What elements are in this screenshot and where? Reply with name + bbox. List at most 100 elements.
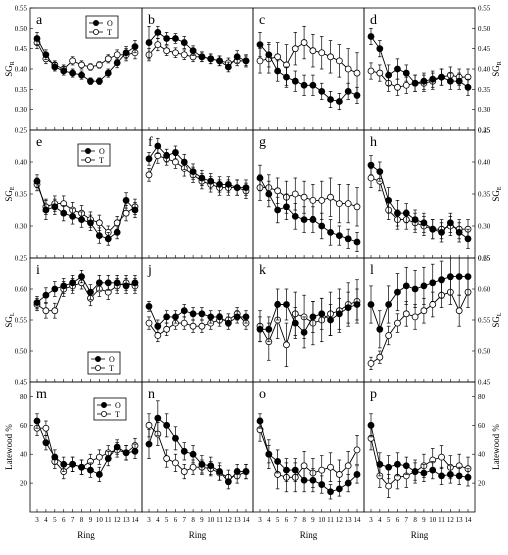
x-tick-label: 3 bbox=[35, 516, 39, 524]
data-point-T bbox=[300, 193, 308, 201]
data-point-O bbox=[394, 65, 401, 73]
data-point-T bbox=[335, 200, 343, 208]
data-point-T bbox=[335, 57, 343, 65]
data-point-T bbox=[189, 322, 197, 330]
data-point-T bbox=[300, 39, 308, 46]
legend-marker-O bbox=[85, 147, 92, 154]
panel-letter-f: f bbox=[148, 135, 153, 150]
data-point-O bbox=[420, 77, 428, 85]
panel-frame bbox=[252, 381, 365, 513]
data-point-O bbox=[189, 168, 197, 176]
x-tick-label: 8 bbox=[191, 516, 195, 524]
data-point-T bbox=[122, 209, 130, 217]
data-point-O bbox=[318, 222, 326, 230]
data-point-O bbox=[402, 69, 410, 77]
data-point-O bbox=[318, 87, 326, 95]
data-point-T bbox=[367, 359, 375, 367]
y-axis-label-left: Latewood % bbox=[4, 424, 14, 470]
data-point-O bbox=[104, 235, 112, 243]
data-point-T bbox=[180, 468, 188, 475]
data-point-O bbox=[256, 417, 264, 425]
x-tick-label: 8 bbox=[302, 516, 306, 524]
panel-letter-l: l bbox=[370, 263, 374, 278]
data-point-O bbox=[411, 468, 419, 475]
data-point-T bbox=[353, 446, 361, 454]
data-point-O bbox=[376, 168, 384, 176]
y-tick-label-left: 0.60 bbox=[15, 286, 28, 294]
data-point-O bbox=[385, 463, 393, 471]
data-point-O bbox=[113, 228, 121, 236]
data-point-O bbox=[163, 152, 171, 160]
data-point-O bbox=[367, 33, 375, 40]
data-point-T bbox=[87, 63, 94, 71]
x-tick-label: 4 bbox=[44, 516, 48, 524]
series-line-O bbox=[148, 145, 246, 189]
data-point-O bbox=[327, 228, 334, 236]
data-point-O bbox=[438, 228, 445, 236]
data-point-O bbox=[265, 325, 273, 333]
y-tick-label-right: 0.40 bbox=[478, 66, 491, 74]
x-axis-label: Ring bbox=[411, 530, 429, 540]
data-point-O bbox=[69, 212, 77, 220]
data-point-O bbox=[78, 216, 85, 224]
data-point-T bbox=[367, 67, 375, 75]
y-tick-label-left: 0.40 bbox=[15, 159, 28, 167]
x-tick-label: 14 bbox=[465, 516, 473, 524]
legend: OT bbox=[85, 15, 119, 39]
data-point-O bbox=[224, 478, 232, 486]
panel-e: e OT bbox=[29, 129, 143, 259]
data-point-T bbox=[318, 49, 326, 57]
data-point-T bbox=[113, 51, 121, 59]
data-point-O bbox=[344, 235, 352, 243]
data-point-T bbox=[335, 471, 343, 478]
x-tick-label: 9 bbox=[200, 516, 204, 524]
data-point-O bbox=[198, 460, 206, 468]
data-point-O bbox=[95, 471, 103, 478]
y-tick-label-right: 40 bbox=[478, 451, 486, 459]
y-axis-label-right: SGL bbox=[491, 312, 503, 328]
data-point-T bbox=[189, 463, 197, 471]
data-point-O bbox=[283, 203, 290, 211]
data-point-T bbox=[438, 453, 445, 461]
data-point-O bbox=[455, 228, 463, 236]
data-point-T bbox=[51, 307, 59, 315]
x-tick-label: 11 bbox=[327, 516, 334, 524]
legend-label-T: T bbox=[99, 156, 104, 165]
y-tick-label-right: 0.55 bbox=[478, 5, 491, 13]
data-point-O bbox=[394, 460, 401, 468]
data-point-T bbox=[291, 45, 299, 53]
data-point-T bbox=[163, 47, 171, 55]
data-point-O bbox=[344, 87, 352, 95]
x-tick-label: 4 bbox=[267, 516, 271, 524]
data-point-O bbox=[300, 328, 308, 336]
data-point-T bbox=[42, 424, 50, 432]
data-point-T bbox=[95, 219, 103, 227]
data-point-T bbox=[411, 313, 419, 321]
legend-label-O: O bbox=[115, 401, 121, 410]
data-point-O bbox=[274, 301, 282, 308]
y-tick-label-right: 0.25 bbox=[478, 255, 491, 263]
x-tick-label: 13 bbox=[234, 516, 242, 524]
x-tick-label: 8 bbox=[413, 516, 417, 524]
data-point-O bbox=[367, 301, 375, 308]
data-point-T bbox=[376, 353, 384, 361]
x-axis-label: Ring bbox=[300, 530, 318, 540]
panel-frame bbox=[363, 381, 476, 513]
data-point-O bbox=[104, 69, 112, 77]
x-tick-label: 9 bbox=[422, 516, 426, 524]
data-point-O bbox=[224, 63, 232, 71]
data-point-O bbox=[122, 449, 130, 457]
panel-letter-d: d bbox=[370, 13, 377, 28]
data-point-O bbox=[411, 285, 419, 293]
x-tick-label: 6 bbox=[62, 516, 66, 524]
data-point-O bbox=[291, 319, 299, 327]
data-point-O bbox=[385, 196, 393, 204]
x-tick-label: 6 bbox=[396, 516, 400, 524]
data-point-T bbox=[402, 81, 410, 89]
x-tick-label: 6 bbox=[285, 516, 289, 524]
y-tick-label-right: 0.30 bbox=[478, 223, 491, 231]
data-point-O bbox=[429, 75, 437, 83]
data-point-O bbox=[113, 59, 121, 67]
x-tick-label: 5 bbox=[165, 516, 169, 524]
data-point-T bbox=[154, 41, 162, 48]
